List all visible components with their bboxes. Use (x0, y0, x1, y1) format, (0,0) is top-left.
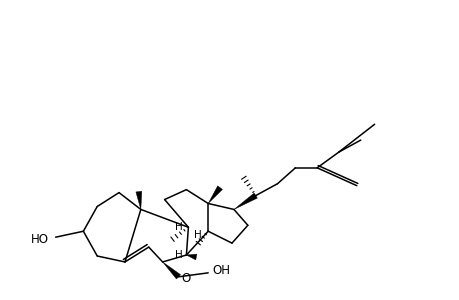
Text: H: H (194, 230, 202, 240)
Polygon shape (186, 254, 196, 260)
Text: OH: OH (212, 264, 230, 278)
Polygon shape (234, 193, 257, 209)
Text: H: H (174, 250, 182, 260)
Text: O: O (181, 272, 190, 285)
Polygon shape (135, 191, 141, 209)
Polygon shape (162, 262, 180, 279)
Polygon shape (208, 186, 222, 203)
Text: H: H (174, 222, 182, 232)
Text: HO: HO (31, 233, 49, 246)
